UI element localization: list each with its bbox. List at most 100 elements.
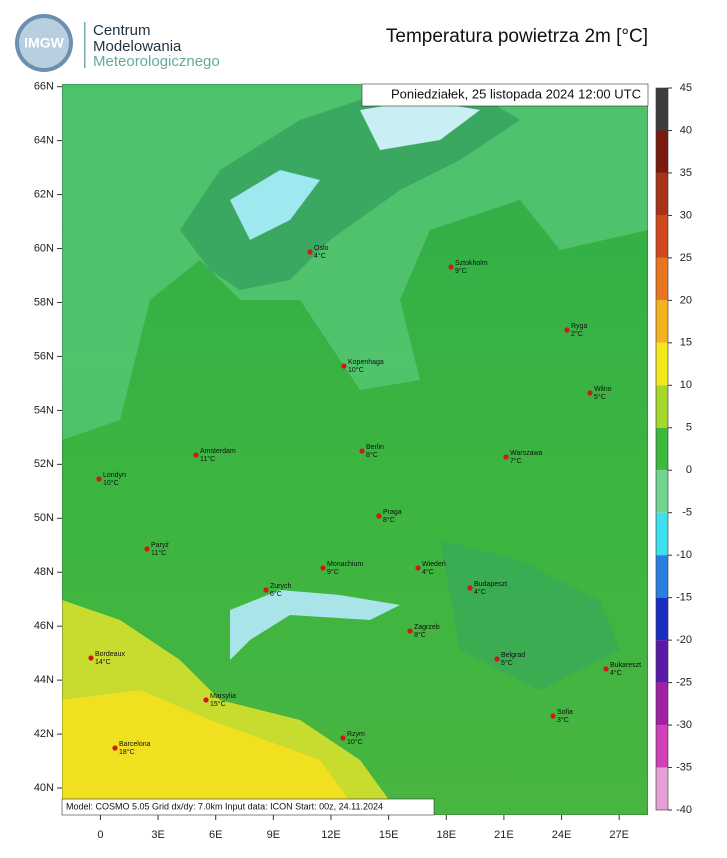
logo-text: IMGW bbox=[24, 35, 64, 51]
date-box bbox=[361, 83, 649, 107]
cities: Oslo4°CSztokholm9°CRyga2°CKopenhaga10°CW… bbox=[88, 245, 641, 756]
city-temp: 9°C bbox=[327, 568, 339, 576]
colorbar-label: 15 bbox=[680, 337, 692, 349]
city-name: Ryga bbox=[571, 323, 587, 330]
city-marker bbox=[340, 735, 346, 741]
org-line: Centrum bbox=[93, 22, 151, 39]
city-temp: 5°C bbox=[501, 659, 513, 667]
colorbar-band bbox=[656, 767, 668, 810]
city-name: Berlin bbox=[366, 444, 384, 451]
y-tick-label: 54N bbox=[34, 404, 54, 416]
city-temp: 15°C bbox=[210, 700, 226, 708]
colorbar-band bbox=[656, 555, 668, 598]
logo-divider bbox=[84, 22, 86, 68]
colorbar-label: -35 bbox=[676, 761, 692, 773]
colorbar-band bbox=[656, 640, 668, 683]
city-marker bbox=[96, 476, 102, 482]
colorbar-band bbox=[656, 725, 668, 768]
colorbar-label: -30 bbox=[676, 719, 692, 731]
carpathian-area bbox=[440, 540, 620, 690]
colorbar-label: -10 bbox=[676, 549, 692, 561]
colorbar-band bbox=[656, 427, 668, 471]
city-name: Belgrad bbox=[501, 652, 525, 659]
colorbar-band bbox=[656, 88, 668, 131]
colorbar-label: 45 bbox=[680, 82, 692, 94]
city-temp: 11°C bbox=[200, 455, 215, 463]
city-temp: 4°C bbox=[474, 588, 486, 596]
cold-area bbox=[230, 170, 320, 240]
title: Temperatura powietrza 2m [°C] bbox=[386, 26, 648, 47]
y-tick-label: 48N bbox=[34, 566, 54, 578]
city-name: Barcelona bbox=[119, 741, 151, 748]
city-marker bbox=[415, 565, 421, 571]
city-marker bbox=[494, 656, 500, 662]
x-tick-label: 15E bbox=[379, 829, 399, 841]
city-name: Monachium bbox=[327, 561, 363, 568]
y-tick-label: 56N bbox=[34, 350, 54, 362]
alps bbox=[230, 590, 400, 660]
city-name: Sztokholm bbox=[455, 260, 488, 267]
city-name: Wiedeń bbox=[422, 561, 446, 568]
logo-inner bbox=[19, 18, 69, 68]
colorbar-band bbox=[656, 342, 668, 386]
org-line: Modelowania bbox=[93, 38, 182, 55]
city-marker bbox=[550, 713, 556, 719]
city-marker bbox=[112, 745, 118, 751]
city-marker bbox=[307, 249, 313, 255]
x-tick-label: 12E bbox=[321, 829, 341, 841]
org-line: Meteorologicznego bbox=[93, 53, 220, 70]
city-marker bbox=[587, 390, 593, 396]
y-tick-label: 40N bbox=[34, 782, 54, 794]
city-marker bbox=[503, 454, 509, 460]
colorbar-label: -15 bbox=[676, 592, 692, 604]
colorbar-band bbox=[656, 257, 668, 301]
city-temp: 4°C bbox=[314, 252, 326, 260]
axes: 0 3E 6E 9E 12E 15E 18E 21E 24E 27E 40N 42N 44N 46N 48N… bbox=[34, 81, 629, 841]
city-temp: 7°C bbox=[510, 457, 522, 465]
city-marker bbox=[263, 587, 269, 593]
colorbar-label: 25 bbox=[680, 252, 692, 264]
y-tick-label: 44N bbox=[34, 674, 54, 686]
y-tick-label: 60N bbox=[34, 242, 54, 254]
city-temp: 9°C bbox=[455, 267, 467, 275]
sea-area bbox=[62, 84, 648, 440]
colorbar-band bbox=[656, 470, 668, 513]
x-tick-label: 21E bbox=[494, 829, 514, 841]
y-tick-label: 62N bbox=[34, 189, 54, 201]
y-tick-label: 58N bbox=[34, 296, 54, 308]
city-name: Praga bbox=[383, 509, 402, 516]
y-tick-label: 50N bbox=[34, 512, 54, 524]
city-temp: 5°C bbox=[594, 393, 606, 401]
city-name: Marsylia bbox=[210, 693, 236, 700]
colorbar-label: 20 bbox=[680, 294, 692, 306]
colorbar: 45 40 35 30 25 20 15 10 5 0 -5 -10 -15 -20 -25 -30 -35 -4… bbox=[655, 82, 692, 816]
city-name: Kopenhaga bbox=[348, 359, 384, 366]
city-name: Rzym bbox=[347, 731, 365, 738]
city-marker bbox=[320, 565, 326, 571]
city-name: Zagrzeb bbox=[414, 624, 440, 631]
city-marker bbox=[564, 327, 570, 333]
footer-box bbox=[61, 798, 435, 816]
colorbar-label: 30 bbox=[680, 209, 692, 221]
city-temp: 8°C bbox=[366, 451, 378, 459]
city-marker bbox=[359, 448, 365, 454]
city-temp: 8°C bbox=[414, 631, 426, 639]
x-tick-label: 0 bbox=[97, 829, 103, 841]
city-marker bbox=[603, 666, 609, 672]
colorbar-band bbox=[656, 385, 668, 428]
city-name: Warszawa bbox=[510, 450, 543, 457]
map bbox=[62, 84, 648, 815]
city-name: Zurych bbox=[270, 583, 292, 590]
logo: IMGW bbox=[15, 14, 73, 72]
city-name: Sofia bbox=[557, 709, 573, 716]
city-temp: 2°C bbox=[571, 330, 583, 338]
city-marker bbox=[407, 628, 413, 634]
city-name: Wilno bbox=[594, 386, 612, 393]
city-temp: 14°C bbox=[95, 658, 111, 666]
city-name: Paryż bbox=[151, 542, 169, 549]
y-tick-label: 46N bbox=[34, 620, 54, 632]
city-marker bbox=[341, 363, 347, 369]
x-tick-label: 24E bbox=[552, 829, 572, 841]
colorbar-label: -20 bbox=[676, 634, 692, 646]
